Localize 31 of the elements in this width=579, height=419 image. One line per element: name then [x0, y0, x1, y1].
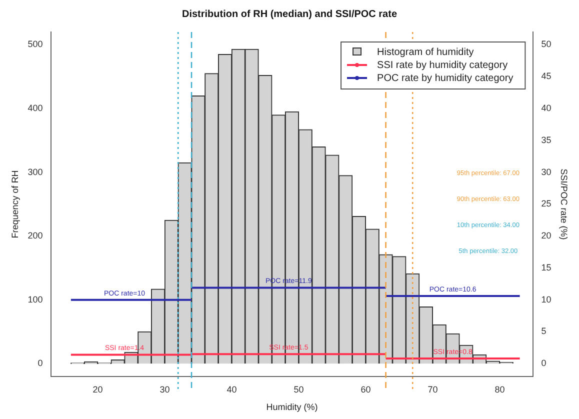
y-axis-title: Frequency of RH: [10, 170, 20, 238]
y2-tick-label: 5: [541, 326, 546, 336]
x-tick-label: 60: [360, 384, 371, 394]
y-tick-label: 100: [28, 294, 43, 304]
y2-tick-label: 45: [541, 71, 552, 82]
y2-tick-label: 10: [541, 294, 552, 304]
x-axis-title: Humidity (%): [266, 402, 318, 412]
y-tick-label: 500: [28, 39, 43, 50]
x-tick-label: 40: [226, 384, 237, 394]
y-tick-label: 0: [38, 358, 43, 368]
x-tick-label: 20: [92, 384, 103, 394]
y2-tick-label: 30: [541, 166, 552, 177]
y2-tick-label: 25: [541, 198, 552, 209]
y2-tick-label: 50: [541, 39, 552, 50]
x-tick-label: 70: [428, 384, 438, 394]
y2-tick-label: 35: [541, 134, 552, 145]
legend-label: SSI rate by humidity category: [377, 60, 508, 71]
legend-label: Histogram of humidity: [377, 46, 474, 58]
y2-tick-label: 0: [541, 358, 546, 368]
y2-tick-label: 15: [541, 262, 552, 272]
chart-title: Distribution of RH (median) and SSI/POC rate: [182, 8, 398, 20]
y-tick-label: 300: [28, 166, 43, 177]
y2-tick-label: 40: [541, 103, 552, 114]
y-tick-label: 200: [28, 230, 43, 241]
y2-tick-label: 20: [541, 230, 552, 241]
x-tick-label: 80: [494, 384, 505, 394]
x-tick-label: 50: [294, 384, 304, 394]
x-tick-label: 30: [160, 384, 170, 394]
y2-axis-title: SSI/POC rate (%): [559, 168, 570, 240]
y-tick-label: 400: [28, 103, 43, 114]
legend-label: POC rate by humidity category: [377, 72, 514, 84]
